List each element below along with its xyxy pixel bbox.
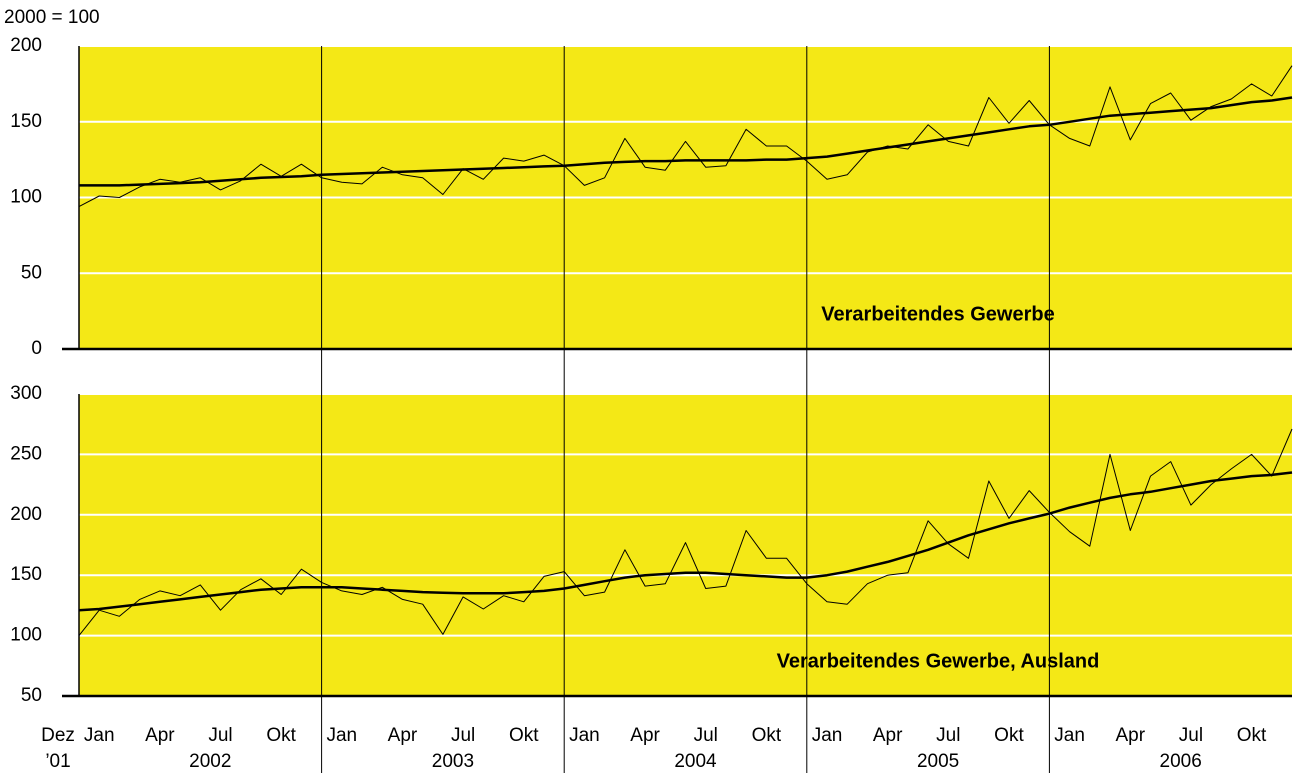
plot-background	[79, 394, 1292, 696]
x-tick-label: Apr	[873, 725, 903, 746]
y-tick-label: 250	[10, 443, 42, 464]
y-tick-label: 100	[10, 187, 42, 208]
series-line	[79, 96, 1293, 187]
x-year-label: 2006	[1160, 751, 1202, 772]
x-tick-label: Okt	[752, 725, 782, 746]
x-tick-label: Jan	[326, 725, 357, 746]
panel-label: Verarbeitendes Gewerbe, Ausland	[777, 650, 1100, 672]
series-line	[78, 428, 1293, 636]
x-tick-label: Jul	[936, 725, 960, 746]
y-tick-label: 150	[10, 111, 42, 132]
x-tick-label: Jul	[694, 725, 718, 746]
x-year-label: 2003	[432, 751, 474, 772]
x-tick-label: Okt	[509, 725, 539, 746]
y-tick-label: 50	[21, 262, 42, 283]
x-tick-label: Dez	[41, 725, 75, 746]
y-tick-label: 200	[10, 35, 42, 56]
plot-layer: 0 50 100 150 200 2000 = 100 50 100 150 200 250 300 V…	[4, 7, 1293, 773]
x-tick-label: Okt	[994, 725, 1024, 746]
series-line	[78, 471, 1293, 612]
y-tick-label: 150	[10, 564, 42, 585]
x-tick-label: Jul	[208, 725, 232, 746]
x-tick-label: Jul	[451, 725, 475, 746]
x-tick-label: Jan	[812, 725, 843, 746]
x-tick-label: Okt	[266, 725, 296, 746]
x-tick-label: Okt	[1237, 725, 1267, 746]
x-tick-label: Apr	[630, 725, 660, 746]
y-axis-label: 2000 = 100	[4, 7, 100, 28]
x-year-label: 2004	[674, 751, 717, 772]
x-start-year-label: ’01	[45, 751, 70, 772]
x-tick-label: Jan	[84, 725, 115, 746]
panel-label: Verarbeitendes Gewerbe	[821, 303, 1054, 325]
y-tick-label: 0	[31, 338, 42, 359]
x-tick-label: Jan	[569, 725, 600, 746]
x-year-label: 2005	[917, 751, 959, 772]
y-tick-label: 300	[10, 383, 42, 404]
x-year-label: 2002	[189, 751, 231, 772]
x-tick-label: Apr	[1115, 725, 1145, 746]
x-tick-label: Jul	[1179, 725, 1203, 746]
x-tick-label: Jan	[1054, 725, 1085, 746]
y-tick-label: 200	[10, 504, 42, 525]
x-tick-label: Apr	[145, 725, 175, 746]
x-tick-label: Apr	[388, 725, 418, 746]
y-tick-label: 100	[10, 625, 42, 646]
backgrounds	[79, 45, 1292, 697]
y-tick-label: 50	[21, 685, 42, 706]
